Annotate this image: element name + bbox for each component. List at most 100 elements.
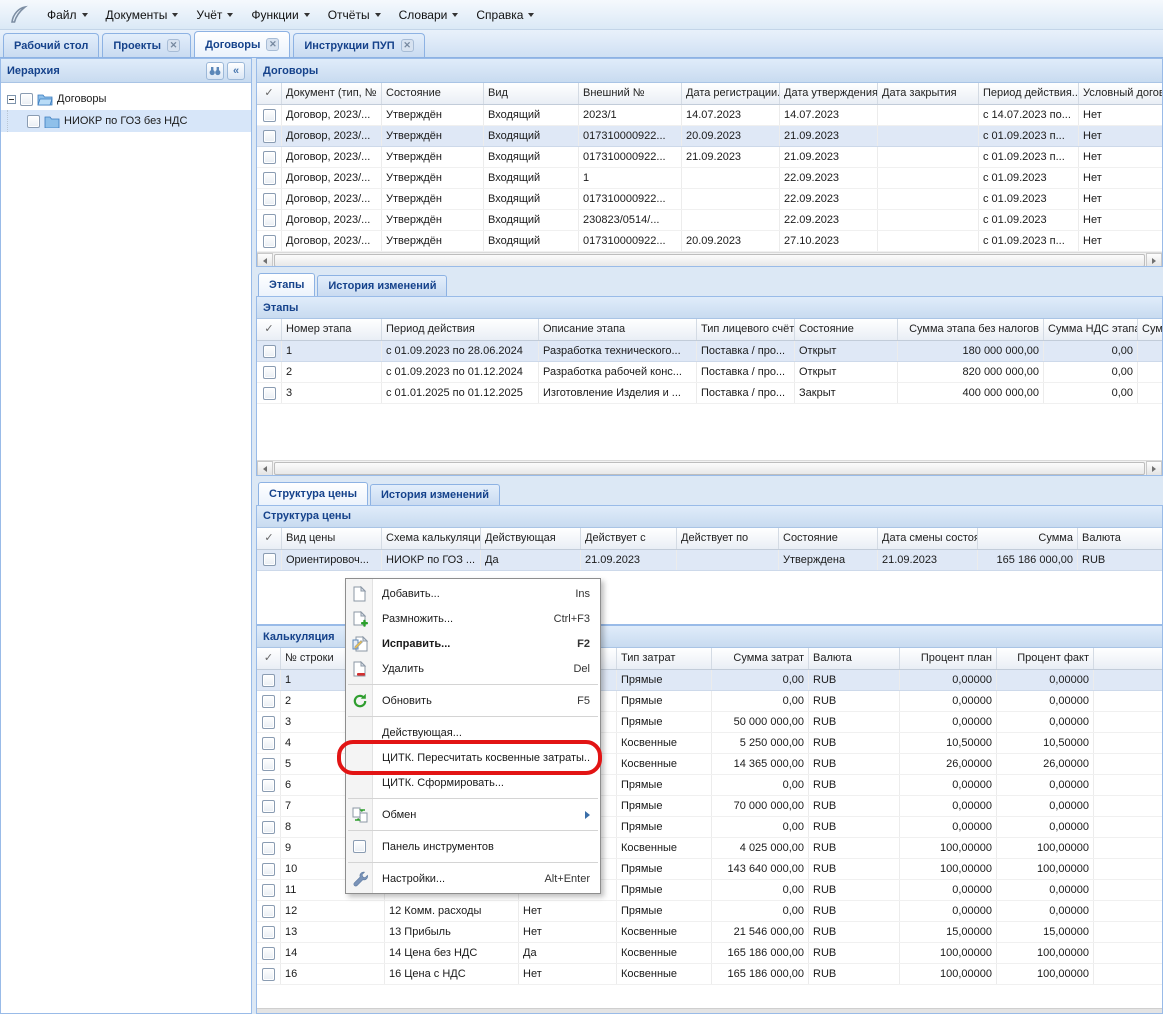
table-row[interactable]: Договор, 2023/... Утверждён Входящий 017310… bbox=[257, 189, 1162, 210]
table-row[interactable]: Договор, 2023/... Утверждён Входящий 017310… bbox=[257, 147, 1162, 168]
table-row[interactable]: Договор, 2023/... Утверждён Входящий 230823… bbox=[257, 210, 1162, 231]
select-all-checkmark[interactable]: ✓ bbox=[257, 648, 281, 669]
row-checkbox[interactable] bbox=[262, 799, 275, 813]
column-header[interactable]: Валюта bbox=[1078, 528, 1162, 549]
tab-close-icon[interactable]: ✕ bbox=[266, 38, 280, 51]
row-checkbox[interactable] bbox=[262, 778, 275, 792]
tab-Инструкции ПУП[interactable]: Инструкции ПУП ✕ bbox=[293, 33, 425, 57]
tab-Проекты[interactable]: Проекты ✕ bbox=[102, 33, 192, 57]
row-checkbox[interactable] bbox=[262, 171, 276, 185]
column-header[interactable]: Внешний № bbox=[579, 83, 682, 104]
column-header[interactable] bbox=[519, 648, 617, 669]
column-header[interactable]: Условный догов bbox=[1079, 83, 1162, 104]
menu-item-размножить-[interactable]: Размножить... Ctrl+F3 bbox=[346, 606, 600, 631]
menubar-item[interactable]: Справка bbox=[467, 4, 543, 26]
column-header[interactable]: Процент план bbox=[900, 648, 997, 669]
row-checkbox[interactable] bbox=[262, 820, 275, 834]
row-checkbox[interactable] bbox=[262, 757, 275, 771]
column-header[interactable]: Сумма этапа без налогов bbox=[898, 319, 1044, 341]
horizontal-splitter[interactable] bbox=[256, 475, 1163, 482]
scroll-left-icon[interactable] bbox=[257, 461, 273, 475]
row-checkbox[interactable] bbox=[262, 946, 275, 960]
collapse-panel-button[interactable]: « bbox=[227, 61, 245, 80]
collapse-node-icon[interactable] bbox=[7, 94, 16, 104]
select-all-checkmark[interactable]: ✓ bbox=[257, 83, 282, 104]
tree-node-niokr[interactable]: НИОКР по ГОЗ без НДС bbox=[1, 110, 251, 132]
tab-История изменений[interactable]: История изменений bbox=[369, 483, 501, 505]
column-header[interactable]: Схема калькуляци bbox=[382, 527, 481, 549]
tab-Этапы[interactable]: Этапы bbox=[258, 273, 316, 297]
column-header[interactable]: Описание этапа bbox=[539, 319, 697, 341]
menubar-item[interactable]: Функции bbox=[242, 4, 318, 26]
table-row[interactable]: Договор, 2023/... Утверждён Входящий 017310… bbox=[257, 126, 1162, 147]
tab-Договоры[interactable]: Договоры ✕ bbox=[194, 31, 291, 57]
row-checkbox[interactable] bbox=[262, 129, 276, 143]
row-checkbox[interactable] bbox=[262, 213, 276, 227]
scroll-left-icon[interactable] bbox=[257, 253, 273, 267]
column-header[interactable]: Тип лицевого счёт bbox=[697, 319, 795, 341]
horizontal-scrollbar[interactable] bbox=[257, 252, 1162, 267]
column-header[interactable]: Период действия bbox=[382, 319, 539, 341]
column-header[interactable]: Сумма bbox=[978, 527, 1078, 549]
column-header[interactable]: Сум bbox=[1138, 319, 1162, 340]
column-header[interactable]: Сумма затрат bbox=[712, 648, 809, 669]
row-checkbox[interactable] bbox=[262, 192, 276, 206]
row-checkbox[interactable] bbox=[262, 967, 275, 981]
column-header[interactable]: Дата утверждения bbox=[780, 83, 878, 104]
table-row[interactable]: Договор, 2023/... Утверждён Входящий 2023/1… bbox=[257, 105, 1162, 126]
menu-item-обмен[interactable]: Обмен bbox=[346, 802, 600, 827]
row-checkbox[interactable] bbox=[262, 365, 276, 379]
tab-Структура цены[interactable]: Структура цены bbox=[258, 481, 368, 505]
scroll-right-icon[interactable] bbox=[1146, 461, 1162, 475]
column-header[interactable]: Дата регистрации. bbox=[682, 83, 780, 104]
tab-История изменений[interactable]: История изменений bbox=[317, 275, 448, 297]
table-row[interactable]: Договор, 2023/... Утверждён Входящий 017310… bbox=[257, 231, 1162, 252]
column-header[interactable]: Вид цены bbox=[282, 527, 382, 549]
column-header[interactable]: Дата закрытия bbox=[878, 83, 979, 104]
row-checkbox[interactable] bbox=[262, 150, 276, 164]
table-row[interactable]: 13 13 Прибыль Нет Косвенные 21 546 000,00 RUB… bbox=[257, 922, 1162, 943]
horizontal-splitter[interactable] bbox=[256, 267, 1163, 274]
row-checkbox[interactable] bbox=[262, 841, 275, 855]
row-checkbox[interactable] bbox=[262, 883, 275, 897]
tab-close-icon[interactable]: ✕ bbox=[400, 39, 414, 52]
column-header[interactable]: Валюта bbox=[809, 648, 900, 669]
table-row[interactable]: 14 14 Цена без НДС Да Косвенные 165 186 000,… bbox=[257, 943, 1162, 964]
menu-item-настройки-[interactable]: Настройки... Alt+Enter bbox=[346, 866, 600, 891]
column-header[interactable]: Вид bbox=[484, 83, 579, 104]
tab-close-icon[interactable]: ✕ bbox=[167, 39, 181, 52]
scrollbar-thumb[interactable] bbox=[274, 462, 1145, 475]
row-checkbox[interactable] bbox=[262, 386, 276, 400]
column-header[interactable]: Состояние bbox=[382, 83, 484, 104]
menubar-item[interactable]: Словари bbox=[390, 4, 468, 26]
select-all-checkmark[interactable]: ✓ bbox=[257, 527, 282, 549]
menubar-item[interactable]: Учёт bbox=[187, 4, 242, 26]
menu-item-добавить-[interactable]: Добавить... Ins bbox=[346, 581, 600, 606]
menu-item-панель-инструментов[interactable]: Панель инструментов bbox=[346, 834, 600, 859]
table-row[interactable]: 16 16 Цена с НДС Нет Косвенные 165 186 000,0… bbox=[257, 964, 1162, 985]
tree-node-checkbox[interactable] bbox=[20, 92, 33, 106]
row-checkbox[interactable] bbox=[262, 904, 275, 918]
menu-item-удалить[interactable]: Удалить Del bbox=[346, 656, 600, 681]
row-checkbox[interactable] bbox=[262, 553, 276, 567]
column-header[interactable]: Документ (тип, № bbox=[282, 83, 382, 104]
column-header[interactable]: Процент факт bbox=[997, 648, 1094, 669]
row-checkbox[interactable] bbox=[262, 344, 276, 358]
column-header[interactable]: Сумма НДС этапа bbox=[1044, 319, 1138, 341]
column-header[interactable]: Состояние bbox=[779, 527, 878, 549]
horizontal-scrollbar[interactable] bbox=[257, 1008, 1162, 1013]
scrollbar-thumb[interactable] bbox=[274, 254, 1145, 267]
vertical-splitter[interactable] bbox=[252, 58, 256, 1014]
table-row[interactable]: Договор, 2023/... Утверждён Входящий 1 22.09… bbox=[257, 168, 1162, 189]
menubar-item[interactable]: Отчёты bbox=[319, 4, 390, 26]
select-all-checkmark[interactable]: ✓ bbox=[257, 319, 282, 341]
column-header[interactable]: Действует по bbox=[677, 527, 779, 549]
column-header[interactable]: Период действия.. bbox=[979, 83, 1079, 104]
row-checkbox[interactable] bbox=[262, 715, 275, 729]
menu-item-исправить-[interactable]: Исправить... F2 bbox=[346, 631, 600, 656]
menubar-item[interactable]: Документы bbox=[97, 4, 188, 26]
column-header[interactable]: Номер этапа bbox=[282, 319, 382, 341]
